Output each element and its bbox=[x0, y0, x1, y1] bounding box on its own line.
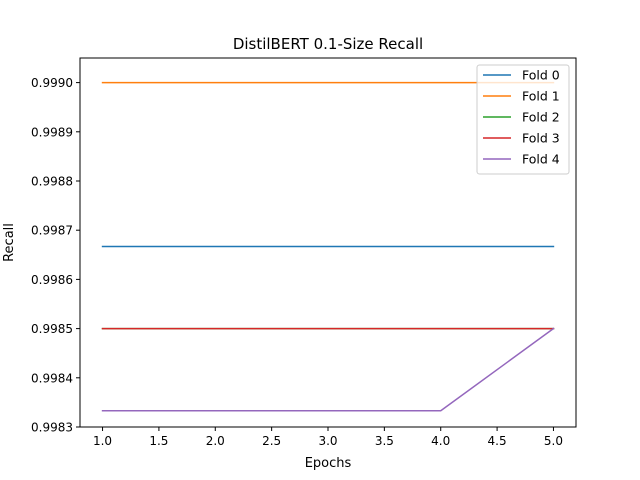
y-tick-label: 0.9986 bbox=[31, 273, 73, 287]
y-tick-label: 0.9990 bbox=[31, 76, 73, 90]
x-tick-label: 1.5 bbox=[149, 434, 168, 448]
y-tick-label: 0.9988 bbox=[31, 175, 73, 189]
legend-label-fold-1: Fold 1 bbox=[522, 89, 560, 104]
x-tick-label: 1.0 bbox=[93, 434, 112, 448]
y-tick-label: 0.9985 bbox=[31, 322, 73, 336]
x-tick-label: 3.5 bbox=[375, 434, 394, 448]
x-tick-label: 3.0 bbox=[318, 434, 337, 448]
y-tick-label: 0.9983 bbox=[31, 421, 73, 435]
series-layer bbox=[101, 81, 555, 412]
y-axis-ticks: 0.9983 0.9984 0.9985 0.9986 0.9987 0.9988 0.99… bbox=[31, 76, 80, 435]
y-tick-label: 0.9987 bbox=[31, 224, 73, 238]
chart-title: DistilBERT 0.1-Size Recall bbox=[233, 35, 423, 53]
legend-label-fold-0: Fold 0 bbox=[522, 68, 560, 83]
legend-label-fold-4: Fold 4 bbox=[522, 152, 560, 167]
y-tick-label: 0.9989 bbox=[31, 125, 73, 139]
x-tick-label: 4.0 bbox=[431, 434, 450, 448]
x-tick-label: 2.0 bbox=[206, 434, 225, 448]
y-axis-label: Recall bbox=[2, 223, 17, 262]
x-axis-label: Epochs bbox=[305, 456, 352, 471]
x-tick-label: 4.5 bbox=[488, 434, 507, 448]
x-axis-ticks: 1.0 1.5 2.0 2.5 3.0 3.5 4.0 4.5 5.0 bbox=[93, 427, 563, 448]
y-tick-label: 0.9984 bbox=[31, 371, 73, 385]
legend-box bbox=[476, 64, 570, 175]
x-tick-label: 5.0 bbox=[544, 434, 563, 448]
legend-label-fold-2: Fold 2 bbox=[522, 110, 560, 125]
x-tick-label: 2.5 bbox=[262, 434, 281, 448]
legend-label-fold-3: Fold 3 bbox=[522, 131, 560, 146]
series-line-fold-4 bbox=[101, 327, 555, 412]
legend: Fold 0 Fold 1 Fold 2 Fold 3 Fold 4 bbox=[476, 64, 570, 175]
